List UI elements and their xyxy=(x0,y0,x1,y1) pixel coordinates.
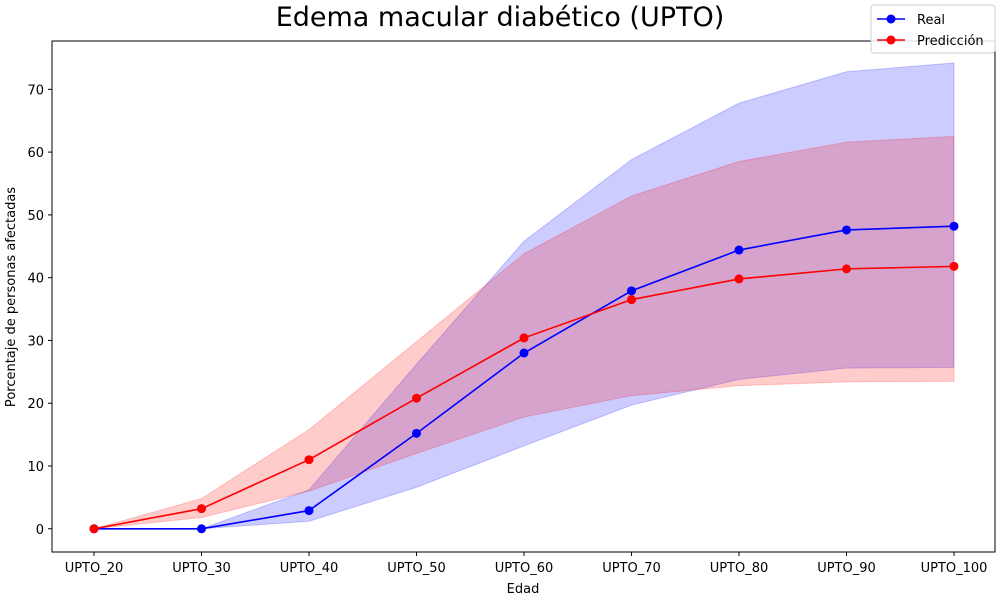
x-tick-label: UPTO_80 xyxy=(710,561,769,576)
point-prediccion-UPTO_90 xyxy=(842,264,851,274)
point-real-UPTO_80 xyxy=(734,245,744,255)
band-prediccion xyxy=(93,135,955,530)
point-real-UPTO_40 xyxy=(304,506,314,516)
x-tick-label: UPTO_60 xyxy=(495,561,554,576)
x-tick-label: UPTO_30 xyxy=(172,561,231,576)
y-axis-label: Porcentaje de personas afectadas xyxy=(4,187,19,407)
y-tick-label: 30 xyxy=(27,334,44,349)
point-prediccion-UPTO_30 xyxy=(197,504,206,514)
point-prediccion-UPTO_100 xyxy=(949,261,959,271)
y-tick-label: 70 xyxy=(27,83,44,98)
x-tick-label: UPTO_70 xyxy=(602,561,661,576)
legend-marker-prediccion xyxy=(886,35,896,45)
y-tick-label: 10 xyxy=(27,460,44,475)
y-axis: 0 10 20 30 40 50 60 70 xyxy=(27,83,52,538)
point-real-UPTO_100 xyxy=(949,221,959,231)
point-real-UPTO_60 xyxy=(519,348,529,358)
point-real-UPTO_70 xyxy=(627,286,636,296)
y-tick-label: 60 xyxy=(27,146,44,161)
point-real-UPTO_90 xyxy=(842,225,851,235)
x-axis-label: Edad xyxy=(507,582,540,597)
series-points xyxy=(89,221,959,534)
band-real xyxy=(94,62,955,530)
point-prediccion-UPTO_20 xyxy=(89,524,99,534)
legend-label-real: Real xyxy=(917,13,945,28)
x-tick-label: UPTO_50 xyxy=(387,561,446,576)
point-real-UPTO_50 xyxy=(412,428,421,438)
point-prediccion-UPTO_80 xyxy=(734,274,744,284)
y-tick-label: 20 xyxy=(27,397,44,412)
x-tick-label: UPTO_40 xyxy=(280,561,339,576)
legend: Real Predicción xyxy=(870,4,996,54)
point-prediccion-UPTO_50 xyxy=(412,393,421,403)
x-tick-label: UPTO_90 xyxy=(817,561,876,576)
y-tick-label: 50 xyxy=(27,209,44,224)
y-tick-label: 0 xyxy=(36,523,44,538)
confidence-bands xyxy=(93,62,955,530)
legend-marker-real xyxy=(886,14,896,24)
legend-box xyxy=(870,4,996,54)
point-prediccion-UPTO_70 xyxy=(627,295,636,305)
chart-title: Edema macular diabético (UPTO) xyxy=(276,2,725,33)
point-prediccion-UPTO_60 xyxy=(519,333,529,343)
y-tick-label: 40 xyxy=(27,272,44,287)
x-tick-label: UPTO_100 xyxy=(921,561,988,576)
point-prediccion-UPTO_40 xyxy=(304,455,314,465)
legend-label-prediccion: Predicción xyxy=(917,34,984,49)
point-real-UPTO_30 xyxy=(197,524,206,534)
x-axis: UPTO_20 UPTO_30 UPTO_40 UPTO_50 UPTO_60 UPTO_… xyxy=(65,552,988,576)
x-tick-label: UPTO_20 xyxy=(65,561,124,576)
